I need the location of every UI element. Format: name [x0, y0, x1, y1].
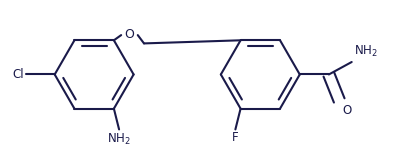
Text: Cl: Cl — [12, 68, 23, 81]
Text: O: O — [124, 28, 134, 40]
Text: NH$_2$: NH$_2$ — [354, 44, 377, 59]
Text: NH$_2$: NH$_2$ — [107, 132, 131, 147]
Text: F: F — [232, 132, 239, 144]
Text: O: O — [343, 103, 352, 117]
